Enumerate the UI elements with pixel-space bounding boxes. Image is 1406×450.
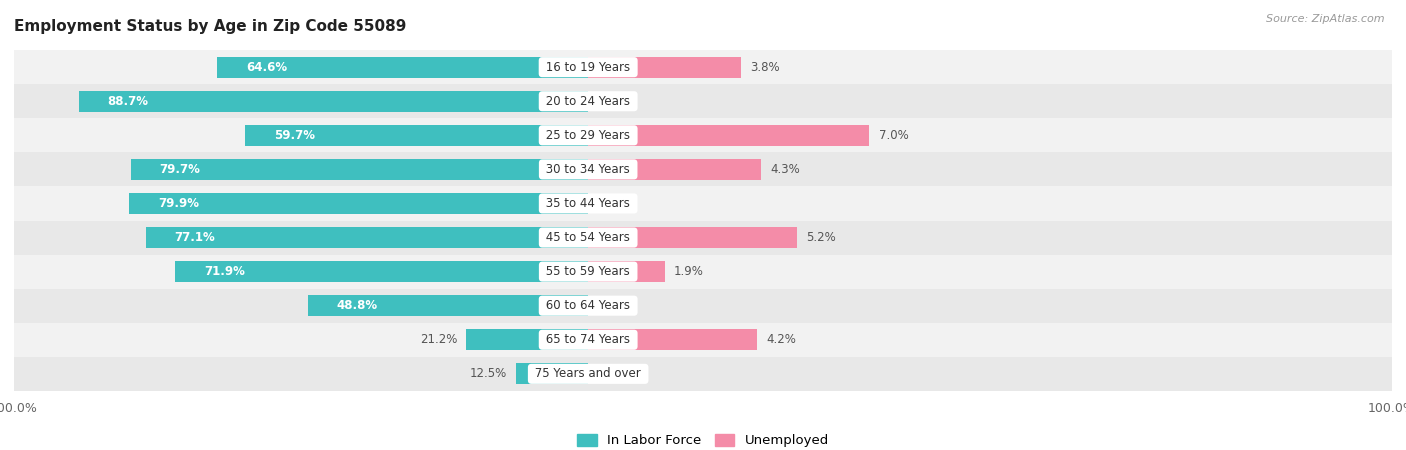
Text: 25 to 29 Years: 25 to 29 Years bbox=[543, 129, 634, 142]
Text: 45 to 54 Years: 45 to 54 Years bbox=[543, 231, 634, 244]
Bar bbox=[129, 193, 588, 214]
Text: 35 to 44 Years: 35 to 44 Years bbox=[543, 197, 634, 210]
Text: 71.9%: 71.9% bbox=[204, 265, 245, 278]
Bar bbox=[588, 227, 797, 248]
Text: 0.0%: 0.0% bbox=[598, 95, 627, 108]
Bar bbox=[467, 329, 588, 351]
Bar bbox=[14, 153, 1392, 186]
Text: Source: ZipAtlas.com: Source: ZipAtlas.com bbox=[1267, 14, 1385, 23]
Text: 59.7%: 59.7% bbox=[274, 129, 315, 142]
Bar bbox=[588, 159, 761, 180]
Bar bbox=[14, 323, 1392, 357]
Legend: In Labor Force, Unemployed: In Labor Force, Unemployed bbox=[571, 428, 835, 450]
Text: 16 to 19 Years: 16 to 19 Years bbox=[543, 61, 634, 74]
Text: 0.0%: 0.0% bbox=[598, 367, 627, 380]
Text: 4.2%: 4.2% bbox=[766, 333, 796, 346]
Text: 79.7%: 79.7% bbox=[159, 163, 200, 176]
Text: 7.0%: 7.0% bbox=[879, 129, 908, 142]
Bar bbox=[14, 186, 1392, 220]
Bar bbox=[588, 57, 741, 78]
Bar bbox=[146, 227, 588, 248]
Text: 1.9%: 1.9% bbox=[673, 265, 703, 278]
Bar bbox=[176, 261, 588, 282]
Bar bbox=[14, 288, 1392, 323]
Text: 77.1%: 77.1% bbox=[174, 231, 215, 244]
Bar bbox=[308, 295, 588, 316]
Text: 12.5%: 12.5% bbox=[470, 367, 508, 380]
Bar bbox=[14, 118, 1392, 153]
Text: 60 to 64 Years: 60 to 64 Years bbox=[543, 299, 634, 312]
Text: 3.8%: 3.8% bbox=[749, 61, 780, 74]
Bar bbox=[14, 84, 1392, 118]
Text: 20 to 24 Years: 20 to 24 Years bbox=[543, 95, 634, 108]
Text: Employment Status by Age in Zip Code 55089: Employment Status by Age in Zip Code 550… bbox=[14, 19, 406, 34]
Bar bbox=[218, 57, 588, 78]
Text: 30 to 34 Years: 30 to 34 Years bbox=[543, 163, 634, 176]
Bar bbox=[588, 261, 665, 282]
Text: 4.3%: 4.3% bbox=[770, 163, 800, 176]
Text: 55 to 59 Years: 55 to 59 Years bbox=[543, 265, 634, 278]
Bar bbox=[14, 50, 1392, 84]
Bar bbox=[131, 159, 588, 180]
Text: 79.9%: 79.9% bbox=[157, 197, 200, 210]
Bar bbox=[14, 255, 1392, 288]
Text: 88.7%: 88.7% bbox=[108, 95, 149, 108]
Bar bbox=[14, 357, 1392, 391]
Text: 0.0%: 0.0% bbox=[598, 299, 627, 312]
Text: 21.2%: 21.2% bbox=[420, 333, 457, 346]
Bar bbox=[588, 329, 756, 351]
Text: 65 to 74 Years: 65 to 74 Years bbox=[543, 333, 634, 346]
Bar bbox=[246, 125, 588, 146]
Bar bbox=[79, 90, 588, 112]
Text: 64.6%: 64.6% bbox=[246, 61, 287, 74]
Text: 48.8%: 48.8% bbox=[336, 299, 378, 312]
Bar bbox=[516, 363, 588, 384]
Text: 75 Years and over: 75 Years and over bbox=[531, 367, 645, 380]
Text: 5.2%: 5.2% bbox=[807, 231, 837, 244]
Bar bbox=[588, 125, 869, 146]
Bar bbox=[14, 220, 1392, 255]
Text: 0.0%: 0.0% bbox=[598, 197, 627, 210]
